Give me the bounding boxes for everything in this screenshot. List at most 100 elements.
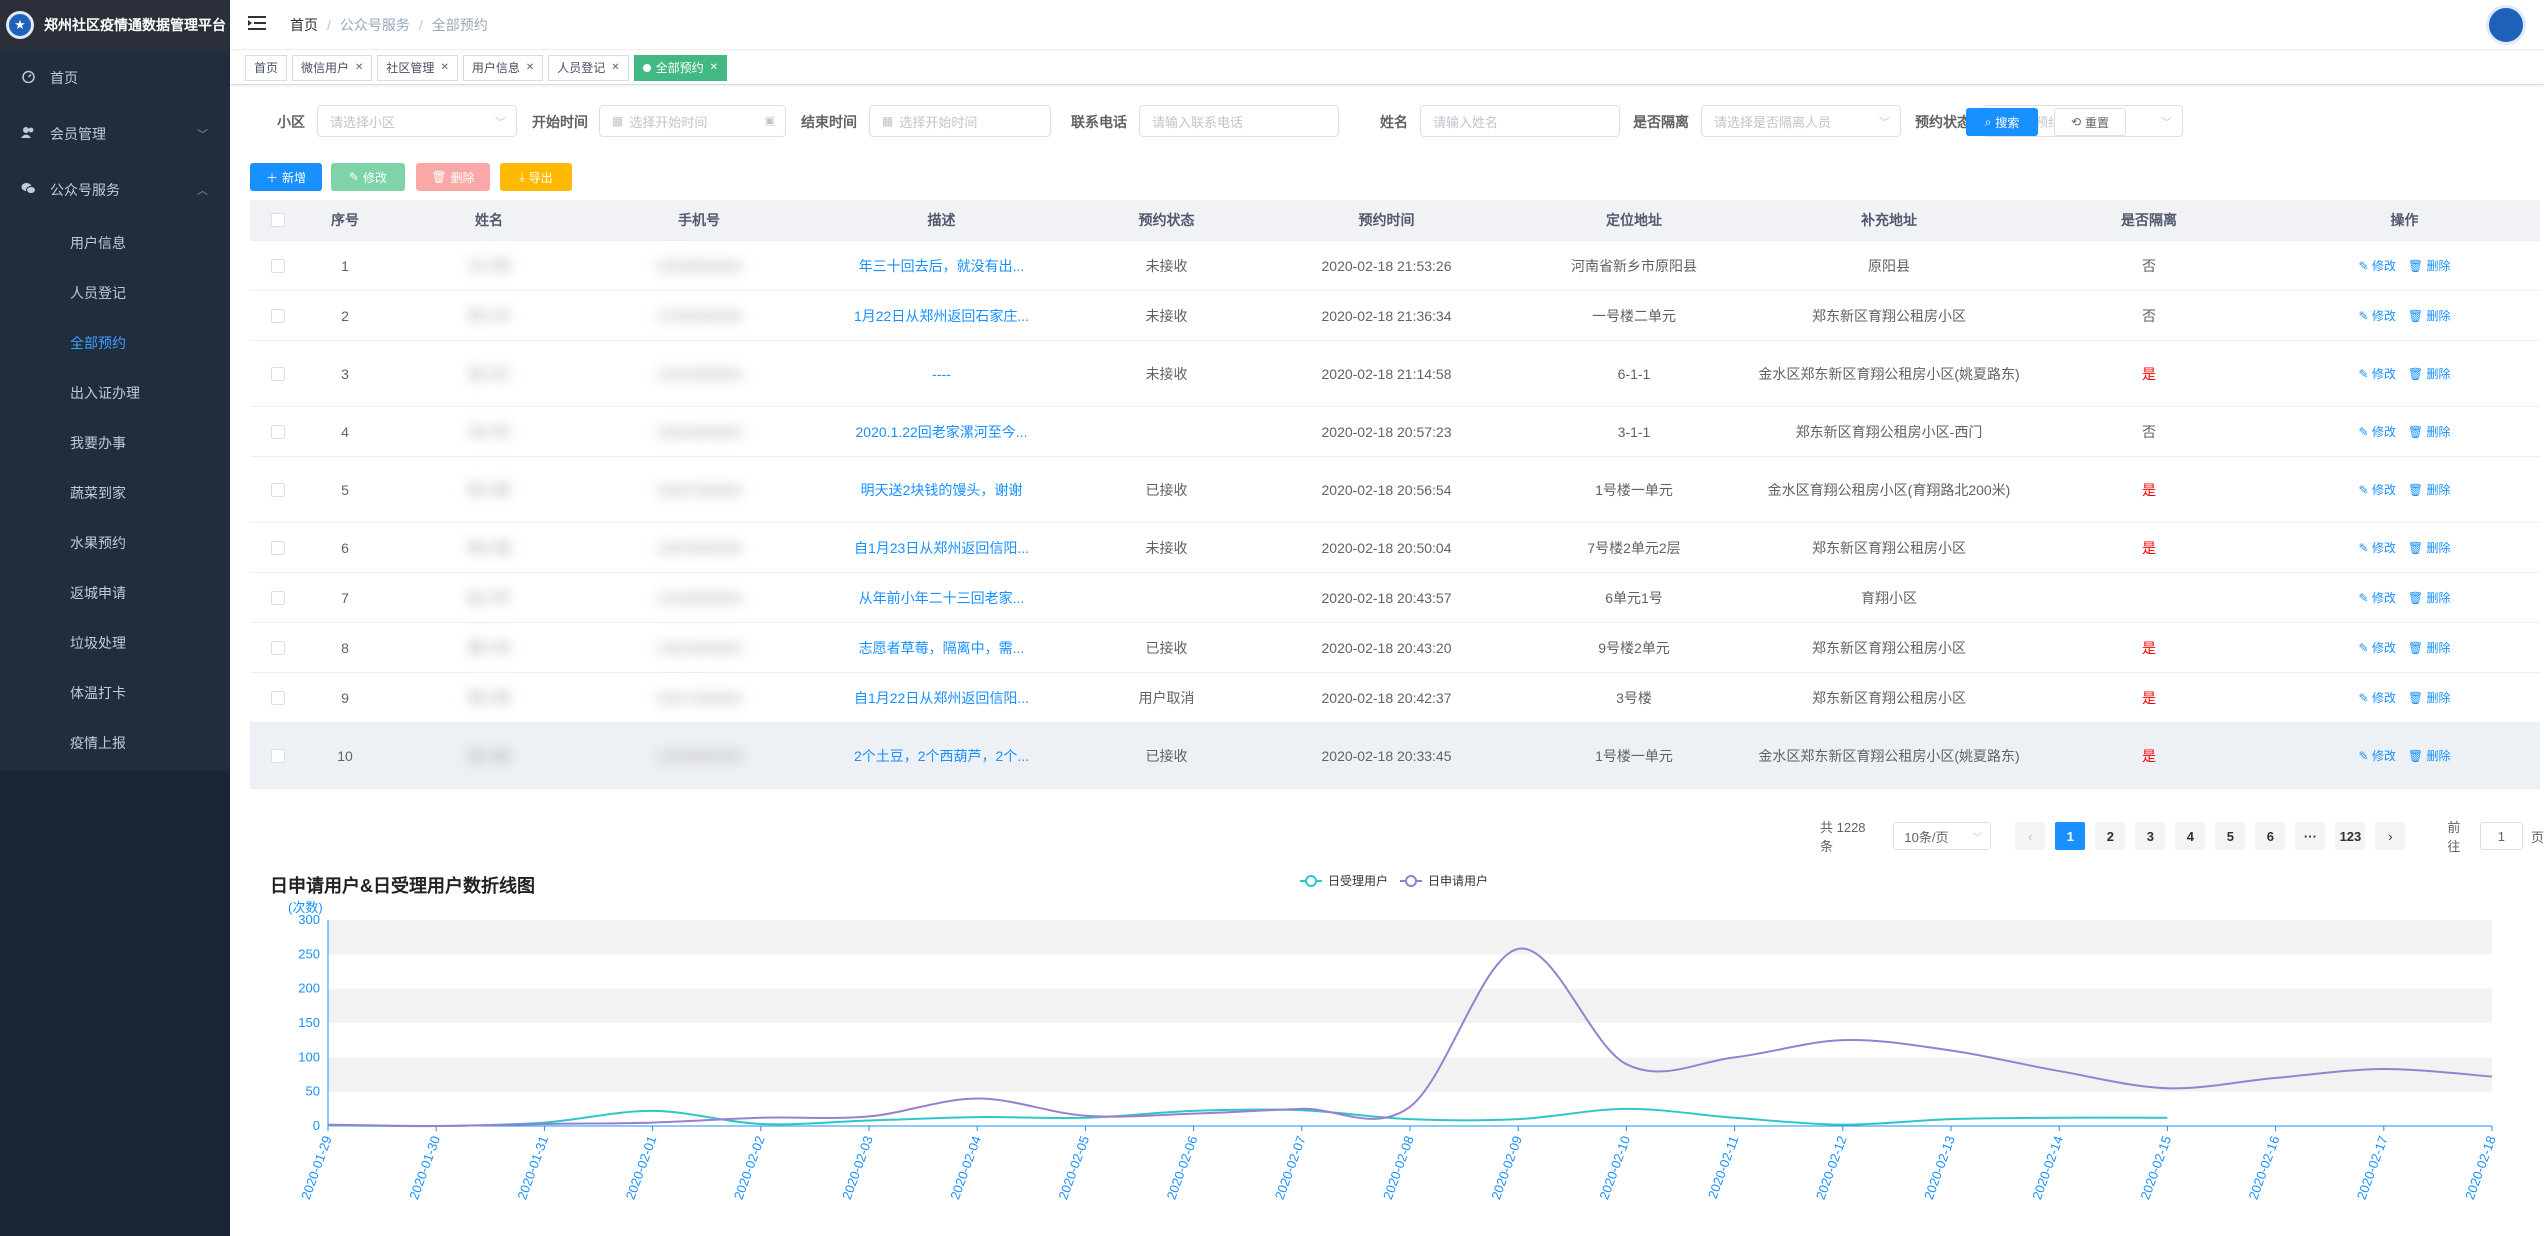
sidebar-item-home[interactable]: 首页 (0, 50, 230, 106)
row-description[interactable]: 志愿者草莓，隔离中，需... (858, 639, 1025, 656)
row-description[interactable]: 从年前小年二十三回老家... (858, 589, 1025, 606)
row-delete-button[interactable]: 🗑 删除 (2408, 749, 2451, 763)
table-row[interactable]: 9 周小燕 15517000000 自1月22日从郑州返回信阳... 用户取消 2020-… (250, 673, 2540, 723)
community-select[interactable]: 请选择小区 ﹀ (317, 105, 517, 137)
row-description[interactable]: 自1月23日从郑州返回信阳... (853, 539, 1030, 556)
row-delete-button[interactable]: 🗑 删除 (2408, 367, 2451, 381)
tag-registration[interactable]: 人员登记 ✕ (548, 54, 629, 81)
close-icon[interactable]: ✕ (440, 61, 449, 73)
add-button[interactable]: ＋ 新增 (250, 163, 322, 191)
breadcrumb-wechat-service[interactable]: 公众号服务 (339, 16, 410, 33)
row-edit-button[interactable]: ✎ 修改 (2359, 641, 2396, 655)
row-checkbox[interactable] (250, 366, 306, 381)
page-button[interactable]: 123 (2335, 822, 2366, 850)
row-checkbox[interactable] (250, 482, 306, 497)
row-delete-button[interactable]: 🗑 删除 (2408, 591, 2451, 605)
row-checkbox[interactable] (250, 640, 306, 655)
page-button[interactable]: 4 (2175, 822, 2206, 850)
avatar[interactable] (2486, 5, 2526, 45)
row-delete-button[interactable]: 🗑 删除 (2408, 541, 2451, 555)
row-delete-button[interactable]: 🗑 删除 (2408, 641, 2451, 655)
phone-input[interactable]: 请输入联系电话 (1139, 105, 1339, 137)
close-icon[interactable]: ✕ (709, 61, 719, 73)
row-edit-button[interactable]: ✎ 修改 (2359, 749, 2396, 763)
sidebar-item-registration[interactable]: 人员登记 (70, 285, 126, 301)
page-button[interactable]: 5 (2215, 822, 2246, 850)
breadcrumb-home[interactable]: 首页 (290, 16, 318, 33)
sidebar-item-fruits[interactable]: 水果预约 (70, 535, 126, 551)
page-button[interactable]: 3 (2135, 822, 2166, 850)
page-button[interactable]: ··· (2295, 822, 2326, 850)
row-delete-button[interactable]: 🗑 删除 (2408, 691, 2451, 705)
prev-page-button[interactable]: ‹ (2015, 822, 2046, 850)
row-delete-button[interactable]: 🗑 删除 (2408, 425, 2451, 439)
row-delete-button[interactable]: 🗑 删除 (2408, 309, 2451, 323)
row-checkbox[interactable] (250, 258, 306, 273)
row-checkbox[interactable] (250, 424, 306, 439)
sidebar-item-services[interactable]: 我要办事 (70, 435, 126, 451)
row-checkbox[interactable] (250, 590, 306, 605)
table-row[interactable]: 1 王小明 15538000000 年三十回去后，就没有出... 未接收 2020-02-… (250, 241, 2540, 291)
row-edit-button[interactable]: ✎ 修改 (2359, 425, 2396, 439)
row-description[interactable]: 自1月22日从郑州返回信阳... (853, 689, 1030, 706)
row-description[interactable]: 1月22日从郑州返回石家庄... (853, 307, 1030, 324)
row-delete-button[interactable]: 🗑 删除 (2408, 259, 2451, 273)
row-description[interactable]: 2020.1.22回老家漯河至今... (855, 423, 1028, 440)
row-description[interactable]: ---- (932, 365, 951, 382)
row-checkbox[interactable] (250, 308, 306, 323)
tag-home[interactable]: 首页 (245, 54, 288, 81)
page-size-select[interactable]: 10条/页 ﹀ (1893, 822, 1992, 850)
table-row[interactable]: 5 陈小丽 18337000000 明天送2块钱的馒头，谢谢 已接收 2020-02-18… (250, 457, 2540, 523)
page-button[interactable]: 6 (2255, 822, 2286, 850)
row-edit-button[interactable]: ✎ 修改 (2359, 309, 2396, 323)
tag-wechat-users[interactable]: 微信用户 ✕ (292, 54, 373, 81)
row-checkbox[interactable] (250, 690, 306, 705)
table-row[interactable]: 7 赵小芳 13183000000 从年前小年二十三回老家... 2020-02-18 … (250, 573, 2540, 623)
row-edit-button[interactable]: ✎ 修改 (2359, 541, 2396, 555)
sidebar-item-all-reservations[interactable]: 全部预约 (70, 335, 126, 351)
sidebar-item-return[interactable]: 返城申请 (70, 585, 126, 601)
sidebar-item-pass[interactable]: 出入证办理 (70, 385, 140, 401)
row-edit-button[interactable]: ✎ 修改 (2359, 691, 2396, 705)
name-input[interactable]: 请输入姓名 (1420, 105, 1620, 137)
row-edit-button[interactable]: ✎ 修改 (2359, 483, 2396, 497)
delete-button[interactable]: 🗑 删除 (416, 163, 490, 191)
page-button[interactable]: 1 (2055, 822, 2086, 850)
row-checkbox[interactable] (250, 748, 306, 763)
sidebar-item-user-info[interactable]: 用户信息 (70, 235, 126, 251)
next-page-button[interactable]: › (2375, 822, 2406, 850)
sidebar-item-members[interactable]: 会员管理 ﹀ (0, 106, 230, 162)
close-icon[interactable]: ✕ (611, 61, 620, 73)
page-button[interactable]: 2 (2095, 822, 2126, 850)
row-description[interactable]: 年三十回去后，就没有出... (858, 257, 1025, 274)
row-description[interactable]: 明天送2块钱的馒头，谢谢 (860, 481, 1023, 498)
row-delete-button[interactable]: 🗑 删除 (2408, 483, 2451, 497)
isolation-select[interactable]: 请选择是否隔离人员 ﹀ (1701, 105, 1901, 137)
close-icon[interactable]: ✕ (355, 61, 364, 73)
reset-button[interactable]: ⟲ 重置 (2054, 108, 2126, 136)
table-row[interactable]: 8 黄小伟 13623000000 志愿者草莓，隔离中，需... 已接收 2020-02-… (250, 623, 2540, 673)
close-icon[interactable]: ✕ (525, 61, 535, 73)
table-row[interactable]: 3 张小红 13523000000 ---- 未接收 2020-02-18 21:14:5… (250, 341, 2540, 407)
sidebar-item-garbage[interactable]: 垃圾处理 (70, 635, 126, 651)
row-edit-button[interactable]: ✎ 修改 (2359, 591, 2396, 605)
hamburger-icon[interactable] (248, 14, 268, 35)
goto-page-input[interactable]: 1 (2479, 822, 2523, 850)
table-row[interactable]: 10 吴小刚 13783000000 2个土豆，2个西葫芦，2个... 已接收 2020-… (250, 723, 2540, 789)
sidebar-item-report[interactable]: 疫情上报 (70, 735, 126, 751)
sidebar-item-vegetables[interactable]: 蔬菜到家 (70, 485, 126, 501)
tag-user-info[interactable]: 用户信息 ✕ (462, 54, 544, 81)
table-row[interactable]: 2 李小华 13783000000 1月22日从郑州返回石家庄... 未接收 2020-0… (250, 291, 2540, 341)
edit-button[interactable]: ✎ 修改 (331, 163, 405, 191)
sidebar-item-temperature[interactable]: 体温打卡 (70, 685, 126, 701)
row-edit-button[interactable]: ✎ 修改 (2359, 367, 2396, 381)
start-time-picker[interactable]: ▦ 选择开始时间 ▣ (599, 105, 786, 137)
sidebar-item-wechat-service[interactable]: 公众号服务 ︿ (0, 162, 230, 218)
export-button[interactable]: ⤓ 导出 (500, 163, 572, 191)
row-description[interactable]: 2个土豆，2个西葫芦，2个... (853, 747, 1030, 764)
tag-all-reservations[interactable]: 全部预约 ✕ (633, 54, 728, 81)
table-row[interactable]: 4 刘小军 18203000000 2020.1.22回老家漯河至今... 2020-0… (250, 407, 2540, 457)
search-button[interactable]: ⌕ 搜索 (1966, 108, 2038, 136)
table-row[interactable]: 6 杨小强 13676000000 自1月23日从郑州返回信阳... 未接收 2020-0… (250, 523, 2540, 573)
row-checkbox[interactable] (250, 540, 306, 555)
